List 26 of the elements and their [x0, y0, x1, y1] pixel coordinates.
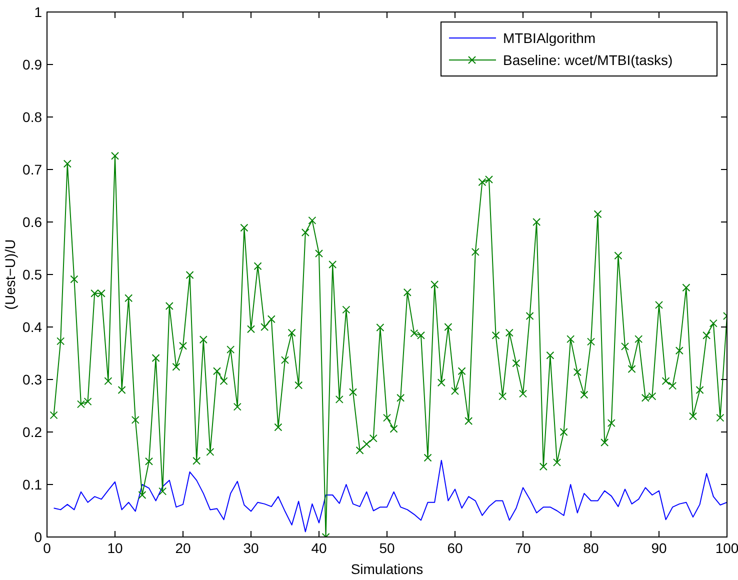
legend-label: MTBIAlgorithm [503, 30, 596, 46]
x-tick-label: 30 [243, 540, 259, 556]
x-tick-label: 50 [379, 540, 395, 556]
x-tick-label: 20 [175, 540, 191, 556]
y-tick-label: 0.2 [22, 424, 42, 440]
x-tick-label: 80 [583, 540, 599, 556]
y-tick-label: 0.5 [22, 266, 42, 282]
x-tick-label: 90 [651, 540, 667, 556]
legend-label: Baseline: wcet/MTBI(tasks) [503, 52, 673, 68]
y-tick-label: 0.1 [22, 476, 42, 492]
y-axis-title: (Uest−U)/U [2, 239, 18, 310]
x-tick-label: 40 [311, 540, 327, 556]
line-series [53, 460, 727, 532]
y-tick-label: 0.6 [22, 214, 42, 230]
y-tick-label: 0.4 [22, 319, 42, 335]
y-tick-label: 0.3 [22, 372, 42, 388]
y-tick-label: 0.7 [22, 162, 42, 178]
x-axis-title: Simulations [350, 561, 424, 577]
x-tick-label: 70 [515, 540, 531, 556]
y-tick-label: 1 [34, 4, 42, 20]
y-tick-label: 0 [34, 529, 42, 545]
y-tick-label: 0.9 [22, 56, 42, 72]
x-tick-label: 100 [715, 540, 738, 556]
x-tick-label: 60 [447, 540, 463, 556]
x-tick-label: 10 [107, 540, 123, 556]
y-tick-label: 0.8 [22, 109, 42, 125]
